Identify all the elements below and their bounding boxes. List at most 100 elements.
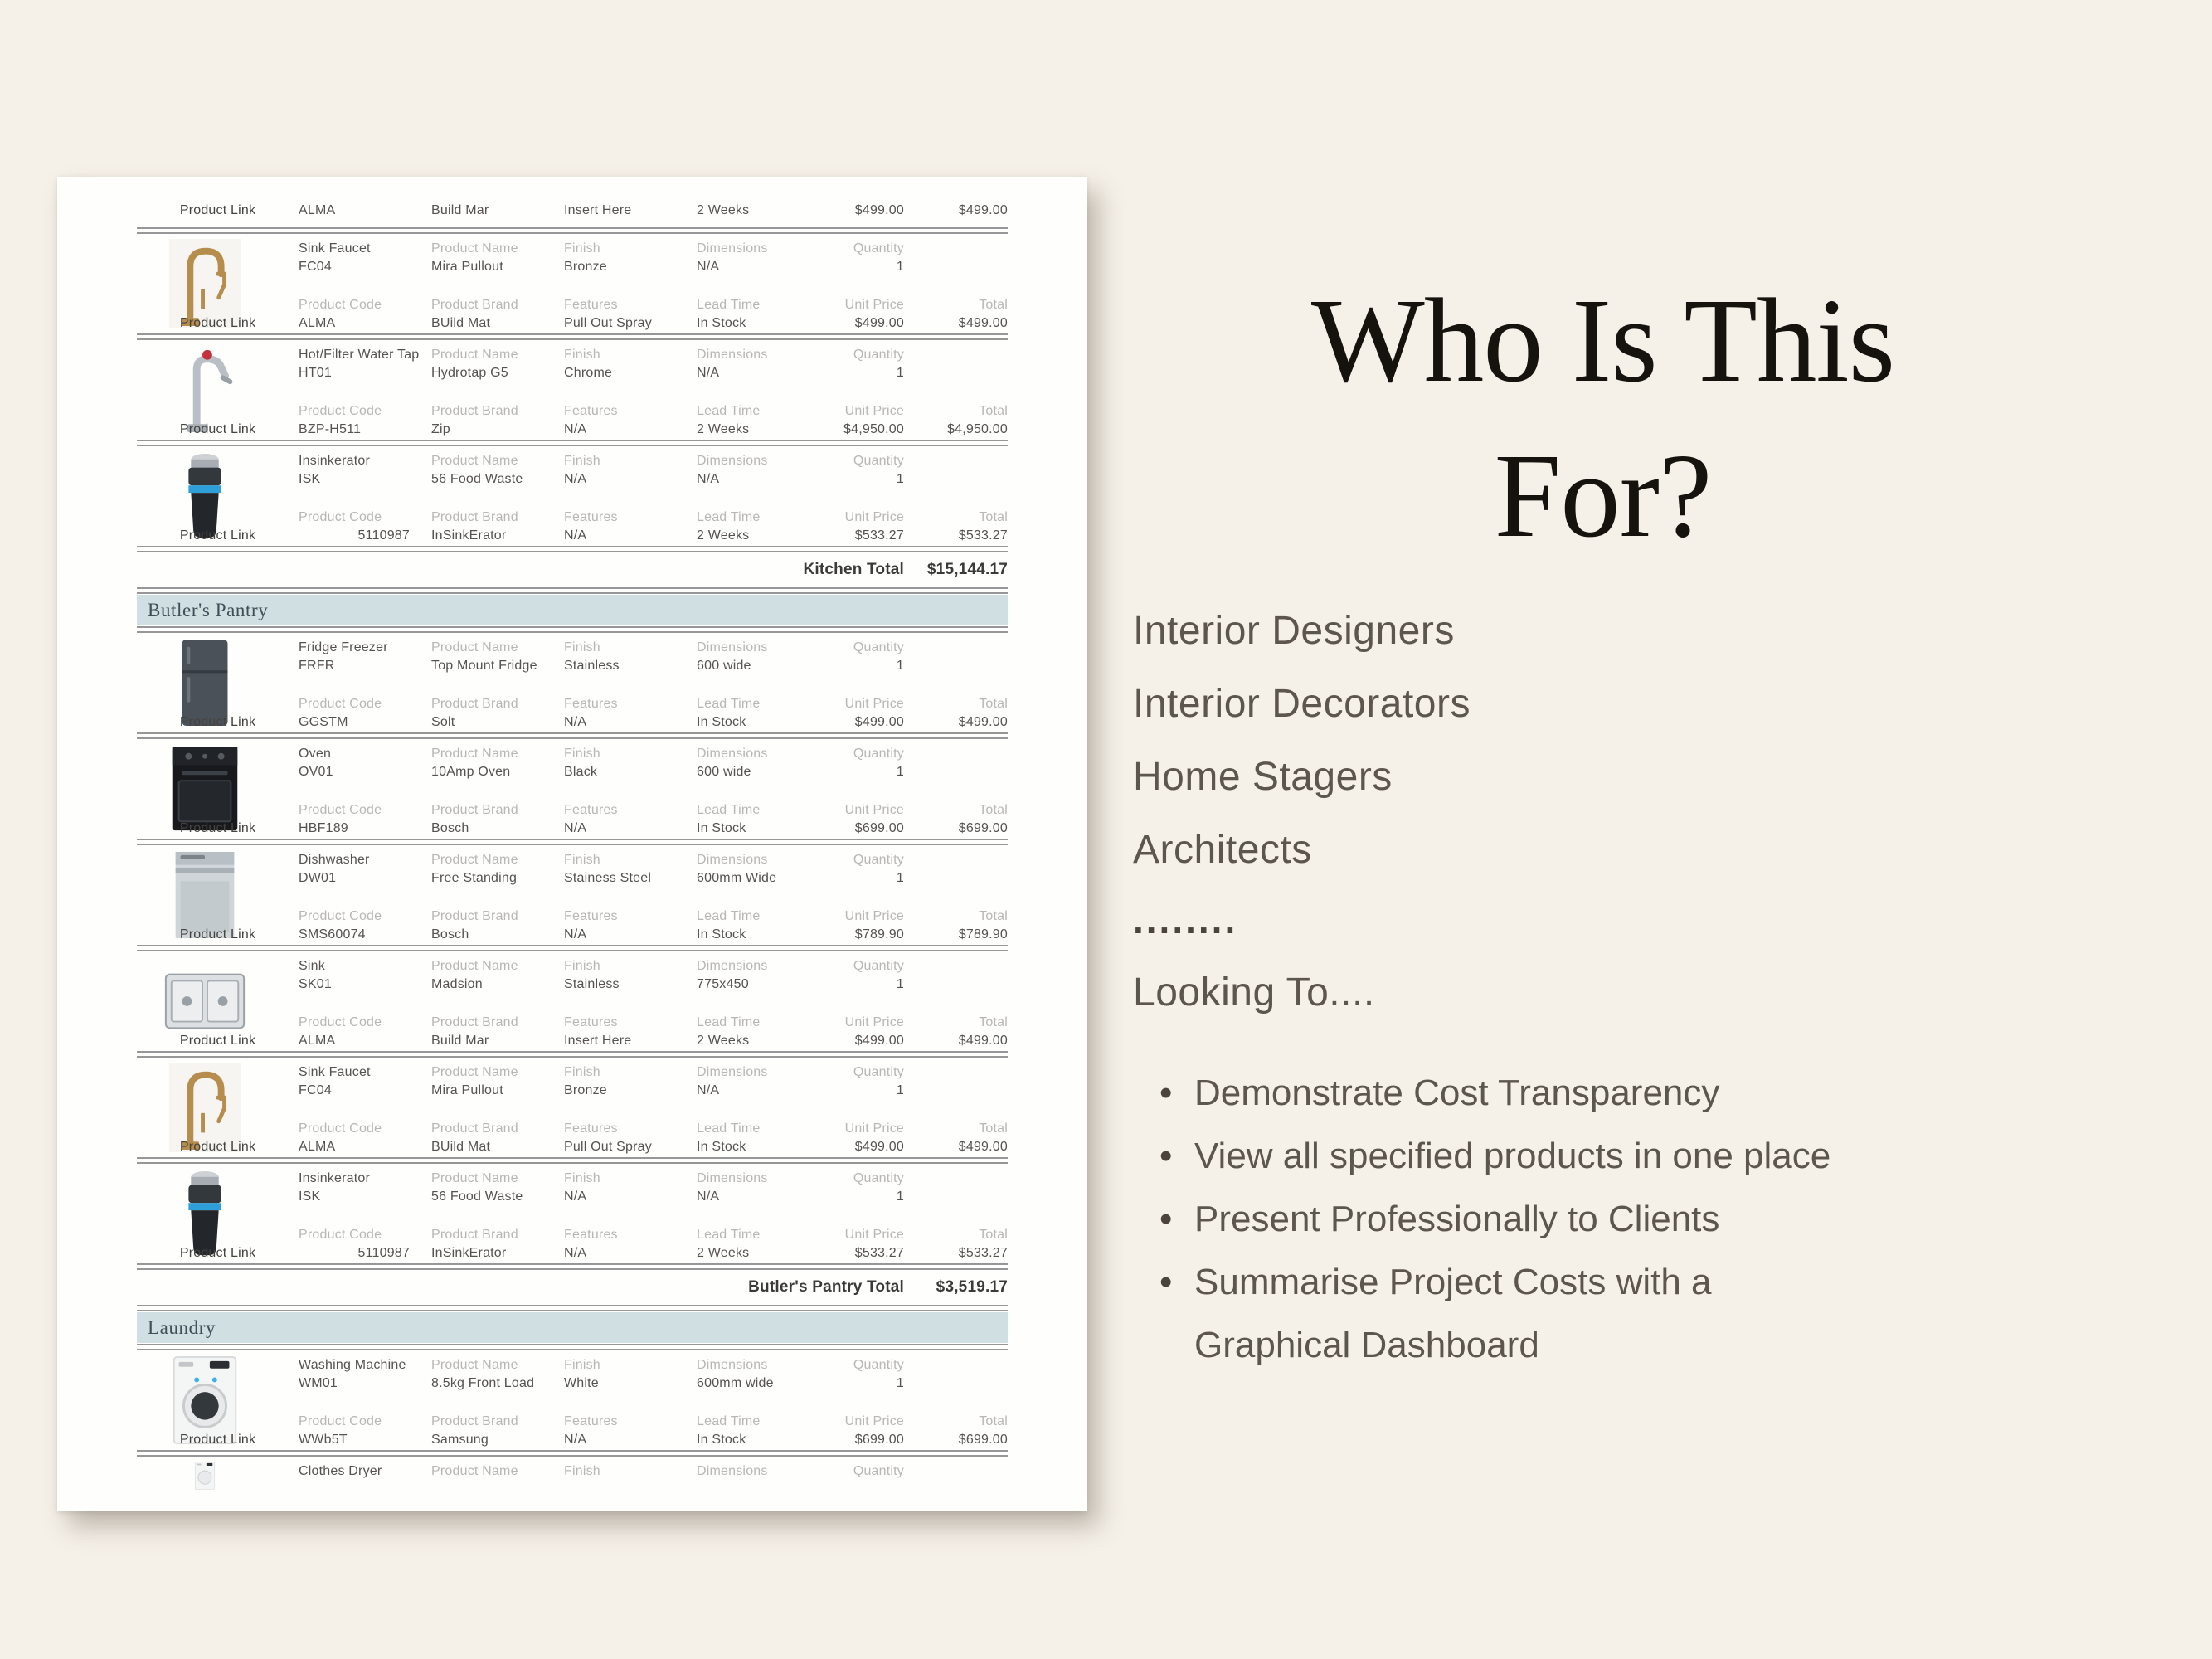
unit-price-label: Unit Price [844, 1015, 904, 1029]
product-name-label: Product Name [431, 1358, 518, 1372]
finish-value: Stainess Steel [564, 871, 652, 885]
quantity-label: Quantity [853, 1358, 904, 1372]
product-link[interactable]: Product Link [179, 316, 256, 330]
product-brand-value: Samsung [431, 1433, 489, 1447]
product-link[interactable]: Product Link [179, 1034, 256, 1048]
product-type: Sink Faucet [299, 1065, 371, 1079]
features-label: Features [564, 510, 618, 524]
features-value: Insert Here [564, 1034, 632, 1048]
row-divider [137, 1262, 1008, 1271]
dimensions-label: Dimensions [697, 454, 768, 468]
unit-price-value: $699.00 [854, 821, 904, 835]
unit-price-value: $499.00 [854, 715, 904, 729]
quantity-value: 1 [896, 1083, 904, 1097]
partial-product-row: Product Link ALMA Build Mar Insert Here … [137, 177, 1008, 226]
total-value: $499.00 [958, 1140, 1008, 1154]
row-divider [137, 1449, 1008, 1457]
row-divider [137, 586, 1008, 595]
product-brand-value: BUild Mat [431, 1140, 491, 1154]
product-image-tap-chrome [163, 345, 246, 435]
product-row: Hot/Filter Water Tap Product Name Finish… [137, 341, 1008, 439]
product-row: Washing Machine Product Name Finish Dime… [137, 1351, 1008, 1449]
product-code-short: FC04 [299, 260, 332, 274]
product-code-label: Product Code [299, 298, 382, 312]
quantity-value: 1 [896, 765, 904, 779]
lead-time-label: Lead Time [697, 1015, 761, 1029]
product-code-short: FC04 [299, 1083, 332, 1097]
unit-price-value: $699.00 [854, 1433, 904, 1447]
row-divider [137, 439, 1008, 447]
finish-value: Stainless [564, 659, 620, 673]
product-type: Insinkerator [299, 454, 370, 468]
dimensions-label: Dimensions [697, 1358, 768, 1372]
total-value: $789.90 [958, 927, 1008, 941]
audience-item: Interior Designers [1133, 608, 1455, 653]
section-total-row: Butler's Pantry Total $3,519.17 [137, 1271, 1008, 1304]
product-link[interactable]: Product Link [179, 422, 256, 436]
features-value: Pull Out Spray [564, 1140, 652, 1154]
total-value: $699.00 [958, 1433, 1008, 1447]
product-code-value: HBF189 [299, 821, 348, 835]
finish-value: White [564, 1376, 599, 1390]
unit-price-value: $533.27 [854, 528, 904, 542]
lead-time-value: In Stock [697, 1140, 746, 1154]
product-row: Sink Faucet Product Name Finish Dimensio… [137, 1058, 1008, 1156]
product-link[interactable]: Product Link [179, 203, 256, 217]
unit-price-label: Unit Price [844, 1228, 904, 1242]
quantity-label: Quantity [853, 1464, 904, 1478]
product-link[interactable]: Product Link [179, 1246, 256, 1260]
dimensions-value: 775x450 [697, 977, 749, 991]
finish-value: N/A [564, 472, 587, 486]
quantity-value: 1 [896, 659, 904, 673]
finish-value: Black [564, 765, 598, 779]
product-image-faucet-bronze [163, 239, 246, 328]
dimensions-label: Dimensions [697, 853, 768, 867]
unit-price-value: $499.00 [854, 1034, 904, 1048]
product-row: Dishwasher Product Name Finish Dimension… [137, 846, 1008, 944]
product-code-label: Product Code [299, 909, 382, 923]
product-brand-label: Product Brand [431, 510, 518, 524]
features-value: Pull Out Spray [564, 316, 652, 330]
dimensions-value: N/A [697, 260, 720, 274]
product-code-value: ALMA [299, 1034, 336, 1048]
unit-price-value: $499.00 [854, 316, 904, 330]
features-label: Features [564, 909, 618, 923]
product-code-label: Product Code [299, 697, 382, 711]
total-label: Total [979, 697, 1008, 711]
product-code-short: SK01 [299, 977, 332, 991]
row-divider [137, 732, 1008, 740]
section-total-label: Kitchen Total [803, 561, 904, 578]
lead-time-label: Lead Time [697, 697, 761, 711]
total-label: Total [979, 1121, 1008, 1136]
finish-label: Finish [564, 1065, 600, 1079]
dimensions-label: Dimensions [697, 747, 768, 761]
product-code-short: HT01 [299, 366, 332, 380]
product-link[interactable]: Product Link [179, 927, 256, 941]
product-link[interactable]: Product Link [179, 715, 256, 729]
quantity-label: Quantity [853, 348, 904, 362]
product-code-value: SMS60074 [299, 927, 366, 941]
page-title-line2: For? [1494, 430, 1713, 562]
row-divider [137, 226, 1008, 235]
row-divider [137, 944, 1008, 952]
product-type: Sink Faucet [299, 241, 371, 255]
product-link[interactable]: Product Link [179, 1140, 256, 1154]
row-divider [137, 1304, 1008, 1312]
product-type: Washing Machine [299, 1358, 406, 1372]
product-code-short: ISK [299, 472, 321, 486]
product-name-label: Product Name [431, 241, 518, 255]
total-label: Total [979, 909, 1008, 923]
product-brand-value: Build Mar [431, 1034, 489, 1048]
product-link[interactable]: Product Link [179, 821, 256, 835]
benefit-item: Present Professionally to Clients [1159, 1188, 1864, 1251]
product-code-short: OV01 [299, 765, 333, 779]
product-link[interactable]: Product Link [179, 1433, 256, 1447]
product-code-label: Product Code [299, 404, 382, 418]
benefit-item: View all specified products in one place [1159, 1125, 1864, 1188]
lead-time-label: Lead Time [697, 1228, 761, 1242]
product-brand-value: InSinkErator [431, 528, 507, 542]
quantity-value: 1 [896, 366, 904, 380]
product-name-label: Product Name [431, 1065, 518, 1079]
product-link[interactable]: Product Link [179, 528, 256, 542]
